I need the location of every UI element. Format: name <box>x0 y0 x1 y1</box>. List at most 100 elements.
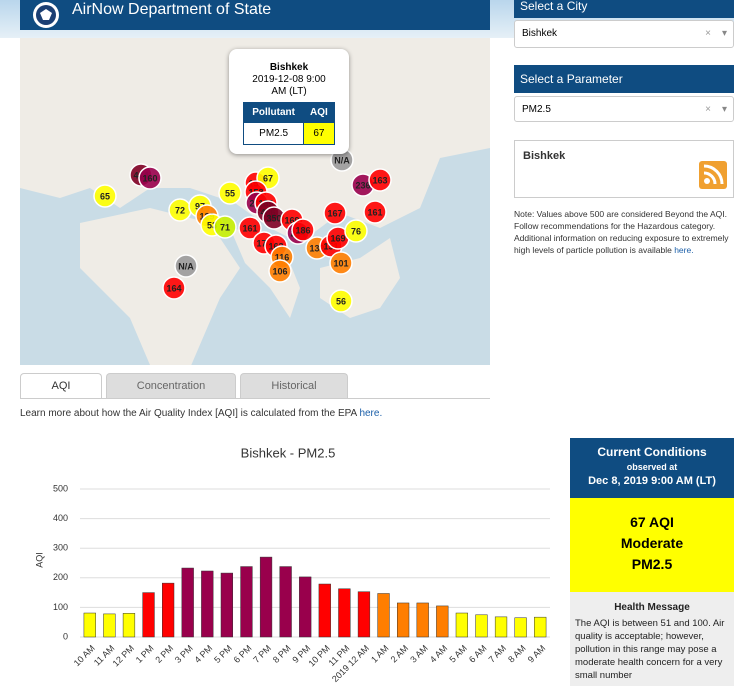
health-panel: Health Message The AQI is between 51 and… <box>570 592 734 686</box>
bar <box>436 605 449 638</box>
x-tick-label: 9 AM <box>526 643 548 665</box>
x-tick-label: 7 PM <box>251 643 273 665</box>
bar <box>103 613 116 638</box>
marker-label: 164 <box>166 283 181 293</box>
map[interactable]: 6541416072971295371551526715821818948635… <box>20 38 490 365</box>
map-marker[interactable] <box>213 215 237 239</box>
tab[interactable]: Concentration <box>106 373 236 399</box>
city-select[interactable]: Bishkek × ▾ <box>514 20 734 48</box>
note: Note: Values above 500 are considered Be… <box>514 208 734 256</box>
map-marker[interactable] <box>363 200 387 224</box>
learn-link[interactable]: here. <box>359 408 383 419</box>
header-title: AirNow Department of State <box>72 1 272 18</box>
observed: observed at <box>626 462 678 472</box>
popup-table: Pollutant AQI PM2.5 67 <box>243 102 335 145</box>
marker-label: 163 <box>372 175 387 185</box>
aqi-pollutant: PM2.5 <box>631 556 673 572</box>
city-box: Bishkek <box>514 140 734 198</box>
x-tick-label: 6 PM <box>232 643 254 665</box>
bar <box>181 567 194 638</box>
tab[interactable]: AQI <box>20 373 102 399</box>
x-tick-label: 7 AM <box>487 643 509 665</box>
x-tick-label: 8 PM <box>271 643 293 665</box>
observed-time: Dec 8, 2019 9:00 AM (LT) <box>588 475 716 487</box>
bar <box>318 583 331 638</box>
popup: Bishkek 2019-12-08 9:00 AM (LT) Pollutan… <box>229 49 349 154</box>
td: PM2.5 <box>243 122 304 145</box>
x-tick-label: 5 AM <box>447 643 469 665</box>
th: Pollutant <box>243 102 304 123</box>
marker-label: 116 <box>275 252 290 262</box>
map-marker[interactable] <box>344 219 368 243</box>
bar <box>397 602 410 638</box>
rss-icon[interactable] <box>699 161 727 189</box>
marker-label: 163 <box>268 241 283 251</box>
marker-label: 132 <box>309 243 324 253</box>
y-tick-label: 100 <box>53 602 68 612</box>
x-tick-label: 4 AM <box>428 643 450 665</box>
map-marker[interactable] <box>329 289 353 313</box>
marker-label: 55 <box>225 188 235 198</box>
bar <box>416 602 429 638</box>
map-marker[interactable] <box>93 184 117 208</box>
map-marker[interactable] <box>368 168 392 192</box>
bar <box>259 556 273 638</box>
map-marker[interactable] <box>268 259 292 283</box>
aqi-category: Moderate <box>620 535 684 551</box>
bar <box>455 612 468 638</box>
map-marker[interactable] <box>218 181 242 205</box>
x-tick-label: 1 AM <box>369 643 391 665</box>
marker-label: 236 <box>355 180 370 190</box>
x-tick-label: 1 PM <box>134 643 156 665</box>
x-tick-label: 4 PM <box>192 643 214 665</box>
city-label: Select a City <box>514 0 734 18</box>
bar <box>201 570 214 638</box>
param-select[interactable]: PM2.5 × ▾ <box>514 96 734 122</box>
map-marker[interactable] <box>162 276 186 300</box>
map-marker[interactable] <box>138 166 162 190</box>
bar <box>299 576 312 638</box>
tab[interactable]: Historical <box>240 373 348 399</box>
x-tick-label: 5 PM <box>212 643 234 665</box>
note-text: Note: Values above 500 are considered Be… <box>514 209 729 255</box>
map-marker[interactable] <box>323 201 347 225</box>
x-tick-label: 8 AM <box>506 643 528 665</box>
marker-label: 101 <box>333 258 348 268</box>
learn-text: Learn more about how the Air Quality Ind… <box>20 408 357 419</box>
map-marker[interactable] <box>174 254 198 278</box>
map-marker[interactable] <box>329 251 353 275</box>
bar <box>240 566 253 638</box>
marker-label: 106 <box>272 266 287 276</box>
marker-label: 65 <box>100 191 110 201</box>
param-label: Select a Parameter <box>514 65 734 93</box>
param-value: PM2.5 <box>522 104 551 115</box>
marker-label: 53 <box>207 220 217 230</box>
marker-label: 56 <box>336 296 346 306</box>
bar <box>122 613 136 638</box>
map-marker[interactable] <box>238 216 262 240</box>
bar <box>475 614 488 638</box>
bar <box>83 612 96 638</box>
map-marker[interactable] <box>291 218 315 242</box>
learn-more: Learn more about how the Air Quality Ind… <box>20 408 382 419</box>
tab-rule <box>20 398 490 399</box>
bar <box>534 616 547 638</box>
clear[interactable]: × <box>705 104 711 115</box>
marker-label: 71 <box>220 222 230 232</box>
marker-label: 97 <box>195 201 205 211</box>
y-axis-label: AQI <box>34 552 44 568</box>
note-link[interactable]: here. <box>674 245 694 255</box>
clear[interactable]: × <box>705 28 711 39</box>
marker-label: 161 <box>242 223 257 233</box>
bar <box>220 572 233 638</box>
y-tick-label: 500 <box>53 483 68 493</box>
seal <box>33 2 59 28</box>
td: 67 <box>303 122 335 145</box>
bar <box>377 593 390 638</box>
conditions-aqi: 67 AQI Moderate PM2.5 <box>570 498 734 592</box>
x-tick-label: 10 AM <box>72 643 97 668</box>
marker-label: N/A <box>334 155 350 165</box>
marker-label: 169 <box>330 233 345 243</box>
bar <box>279 566 292 638</box>
marker-label: N/A <box>178 261 194 271</box>
